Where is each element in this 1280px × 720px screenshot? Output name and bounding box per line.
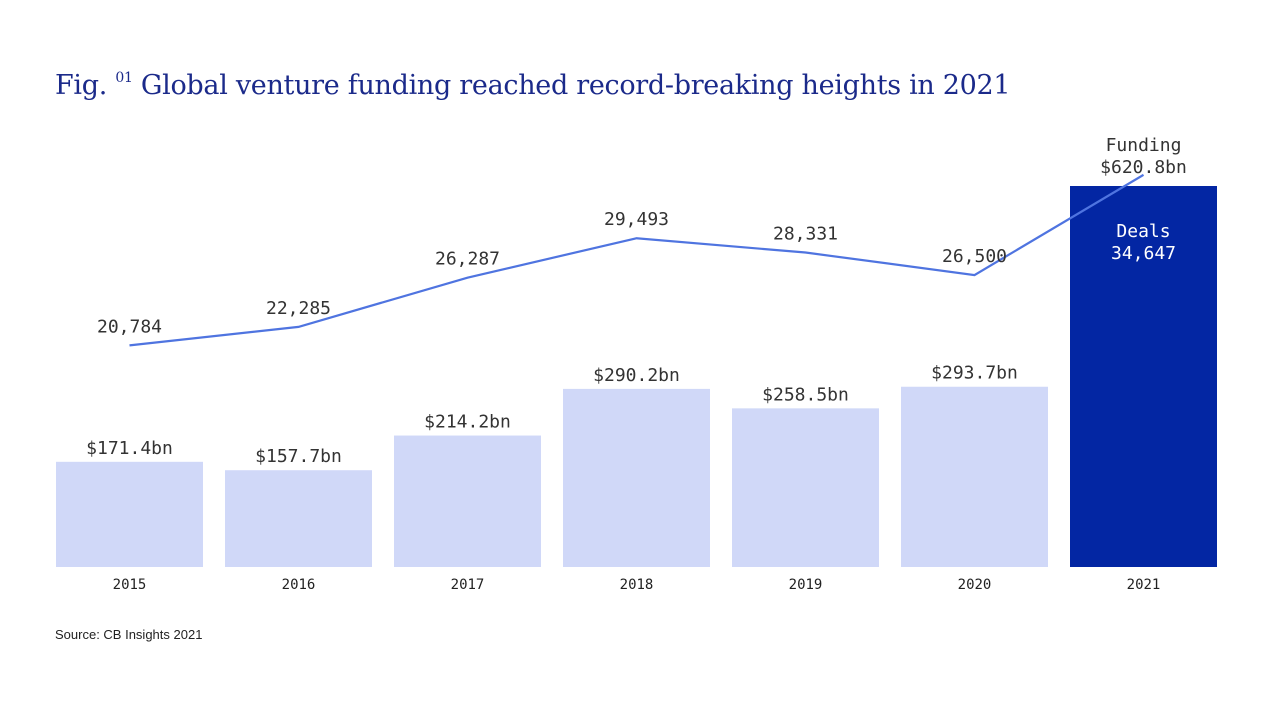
funding-bar-2018	[563, 388, 710, 567]
deals-value-label-2020: 26,500	[942, 246, 1007, 267]
x-tick-label-2017: 2017	[451, 577, 485, 593]
funding-value-label-2017: $214.2bn	[424, 412, 511, 433]
x-tick-label-2018: 2018	[620, 577, 654, 593]
x-tick-label-2019: 2019	[789, 577, 823, 593]
funding-value-label-2016: $157.7bn	[255, 446, 342, 467]
funding-bar-2017	[394, 435, 541, 567]
funding-value-label-2021: $620.8bn	[1100, 157, 1187, 178]
funding-bar-2020	[901, 386, 1048, 567]
deals-value-label-2019: 28,331	[773, 224, 838, 245]
title-number: 01	[115, 70, 133, 86]
funding-bar-2016	[225, 470, 372, 567]
x-tick-label-2020: 2020	[958, 577, 992, 593]
title-prefix: Fig.	[55, 70, 108, 101]
funding-value-label-2020: $293.7bn	[931, 363, 1018, 384]
funding-bar-2015	[56, 461, 203, 567]
funding-value-label-2015: $171.4bn	[86, 438, 173, 459]
deals-value-label-2021: 34,647	[1111, 243, 1176, 264]
deals-value-label-2016: 22,285	[266, 298, 331, 319]
funding-value-label-2019: $258.5bn	[762, 384, 849, 405]
deals-line	[129, 173, 1145, 347]
funding-bar-2021	[1070, 186, 1217, 567]
deals-series-label: Deals	[1116, 221, 1170, 242]
title-text: Global venture funding reached record-br…	[140, 70, 1011, 101]
funding-value-label-2018: $290.2bn	[593, 365, 680, 386]
x-tick-label-2021: 2021	[1127, 577, 1161, 593]
source-note: Source: CB Insights 2021	[55, 627, 203, 642]
deals-value-label-2015: 20,784	[97, 316, 162, 337]
deals-value-label-2018: 29,493	[604, 209, 669, 230]
x-tick-label-2016: 2016	[282, 577, 316, 593]
funding-bar-2019	[732, 408, 879, 567]
deals-value-label-2017: 26,287	[435, 249, 500, 270]
funding-series-label: Funding	[1106, 135, 1182, 156]
chart-title: Fig. 01 Global venture funding reached r…	[55, 70, 1011, 101]
x-tick-label-2015: 2015	[113, 577, 147, 593]
